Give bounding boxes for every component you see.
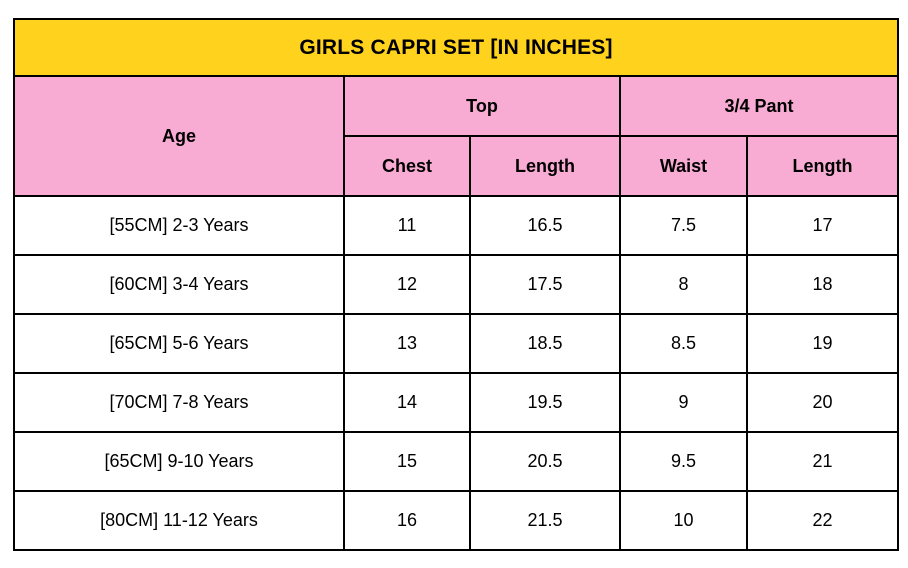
measurement-cell: 8.5 bbox=[619, 313, 748, 374]
measurement-cell: 13 bbox=[343, 313, 471, 374]
chart-title: GIRLS CAPRI SET [IN INCHES] bbox=[12, 18, 900, 77]
measurement-cell: 12 bbox=[343, 254, 471, 315]
table-row: [65CM] 5-6 Years 13 18.5 8.5 19 bbox=[13, 313, 900, 374]
measurement-cell: 21.5 bbox=[469, 490, 621, 551]
age-cell: [65CM] 9-10 Years bbox=[13, 431, 345, 492]
measurement-cell: 20.5 bbox=[469, 431, 621, 492]
measurement-cell: 11 bbox=[343, 195, 471, 256]
table-row: [65CM] 9-10 Years 15 20.5 9.5 21 bbox=[13, 431, 900, 492]
measurement-cell: 9 bbox=[619, 372, 748, 433]
measurement-cell: 19 bbox=[745, 313, 900, 374]
age-cell: [80CM] 11-12 Years bbox=[13, 490, 345, 551]
title-row: GIRLS CAPRI SET [IN INCHES] bbox=[12, 18, 900, 77]
column-header-top-chest: Chest bbox=[343, 135, 471, 197]
measurement-cell: 17.5 bbox=[469, 254, 621, 315]
measurement-cell: 15 bbox=[343, 431, 471, 492]
table-row: [55CM] 2-3 Years 11 16.5 7.5 17 bbox=[13, 195, 900, 256]
measurement-cell: 16.5 bbox=[469, 195, 621, 256]
measurement-cell: 21 bbox=[745, 431, 900, 492]
column-group-top: Top bbox=[343, 75, 621, 137]
column-header-pant-waist: Waist bbox=[619, 135, 748, 197]
measurement-cell: 14 bbox=[343, 372, 471, 433]
column-group-pant: 3/4 Pant bbox=[618, 75, 900, 137]
measurement-cell: 22 bbox=[745, 490, 900, 551]
measurement-cell: 18 bbox=[745, 254, 900, 315]
age-cell: [70CM] 7-8 Years bbox=[13, 372, 345, 433]
measurement-cell: 9.5 bbox=[619, 431, 748, 492]
sub-header-row: Chest Length Waist Length bbox=[14, 135, 900, 197]
group-header-row: Age Top 3/4 Pant bbox=[13, 75, 900, 197]
measurement-cell: 20 bbox=[745, 372, 900, 433]
measurement-cell: 19.5 bbox=[469, 372, 621, 433]
table-body: [55CM] 2-3 Years 11 16.5 7.5 17 [60CM] 3-4 Ye… bbox=[13, 195, 900, 551]
age-cell: [60CM] 3-4 Years bbox=[13, 254, 345, 315]
size-chart-table: GIRLS CAPRI SET [IN INCHES] Age Top 3/4 … bbox=[12, 18, 900, 551]
column-header-pant-length: Length bbox=[745, 135, 900, 197]
measurement-cell: 10 bbox=[619, 490, 748, 551]
measurement-cell: 7.5 bbox=[619, 195, 748, 256]
age-cell: [65CM] 5-6 Years bbox=[13, 313, 345, 374]
table-row: [60CM] 3-4 Years 12 17.5 8 18 bbox=[13, 254, 900, 315]
table-row: [80CM] 11-12 Years 16 21.5 10 22 bbox=[13, 490, 900, 551]
column-header-top-length: Length bbox=[469, 135, 621, 197]
measurement-cell: 8 bbox=[619, 254, 748, 315]
measurement-cell: 16 bbox=[343, 490, 471, 551]
measurement-cell: 18.5 bbox=[469, 313, 621, 374]
column-header-age: Age bbox=[13, 75, 345, 197]
measurement-cell: 17 bbox=[745, 195, 900, 256]
table-row: [70CM] 7-8 Years 14 19.5 9 20 bbox=[13, 372, 900, 433]
age-cell: [55CM] 2-3 Years bbox=[13, 195, 345, 256]
